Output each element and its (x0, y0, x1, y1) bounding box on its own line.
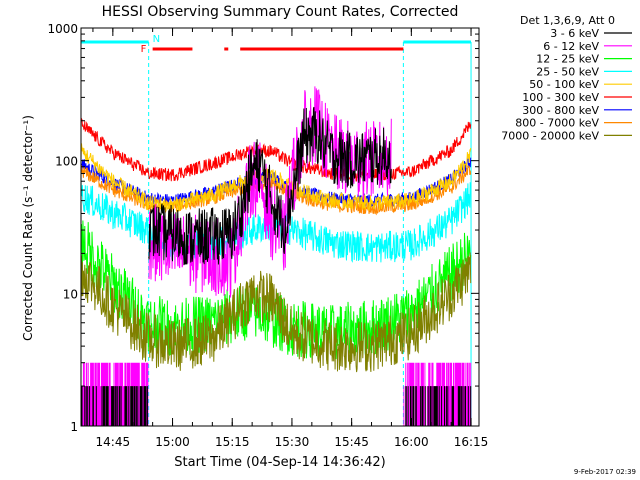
x-tick-label: 16:00 (394, 435, 429, 449)
night-noise-trace (81, 386, 148, 426)
plot-frame (80, 27, 480, 427)
legend-label: 3 - 6 keV (550, 27, 599, 40)
legend-label: 6 - 12 keV (543, 40, 599, 53)
y-axis-label: Corrected Count Rate (s⁻¹ detector⁻¹) (21, 115, 35, 341)
series-line (80, 252, 472, 373)
night-marker-label: N (153, 34, 160, 45)
y-tick-label: 100 (55, 155, 78, 169)
y-tick-label: 1 (70, 420, 78, 434)
legend-label: 100 - 300 keV (522, 91, 599, 104)
legend-label: 25 - 50 keV (536, 65, 599, 78)
x-tick-label: 15:30 (275, 435, 310, 449)
legend-title: Det 1,3,6,9, Att 0 (520, 14, 615, 27)
plot-timestamp: 9-Feb-2017 02:39 (574, 468, 636, 476)
x-tick-label: 15:45 (334, 435, 369, 449)
legend-label: 800 - 7000 keV (515, 117, 599, 130)
x-tick-label: 15:00 (155, 435, 190, 449)
legend-label: 50 - 100 keV (529, 78, 599, 91)
x-axis-label: Start Time (04-Sep-14 14:36:42) (174, 455, 385, 470)
night-noise-trace (405, 386, 472, 426)
series-line (80, 143, 472, 213)
chart-title: HESSI Observing Summary Count Rates, Cor… (102, 4, 459, 20)
legend-label: 300 - 800 keV (522, 104, 599, 117)
y-tick-label: 10 (63, 287, 78, 301)
flare-marker-label: F (141, 44, 147, 55)
x-tick-label: 14:45 (96, 435, 131, 449)
axis-layer: 1 10 100 1000 14:45 15:00 15:15 15:30 15:45 16:00… (47, 22, 488, 449)
series-line (80, 117, 472, 182)
x-tick-label: 15:15 (215, 435, 250, 449)
legend-label: 7000 - 20000 keV (501, 129, 599, 142)
y-tick-label: 1000 (47, 22, 78, 36)
x-tick-label: 16:15 (454, 435, 489, 449)
legend-label: 12 - 25 keV (536, 53, 599, 66)
series-line (148, 106, 392, 266)
plot-data-layer: NF (80, 34, 472, 426)
